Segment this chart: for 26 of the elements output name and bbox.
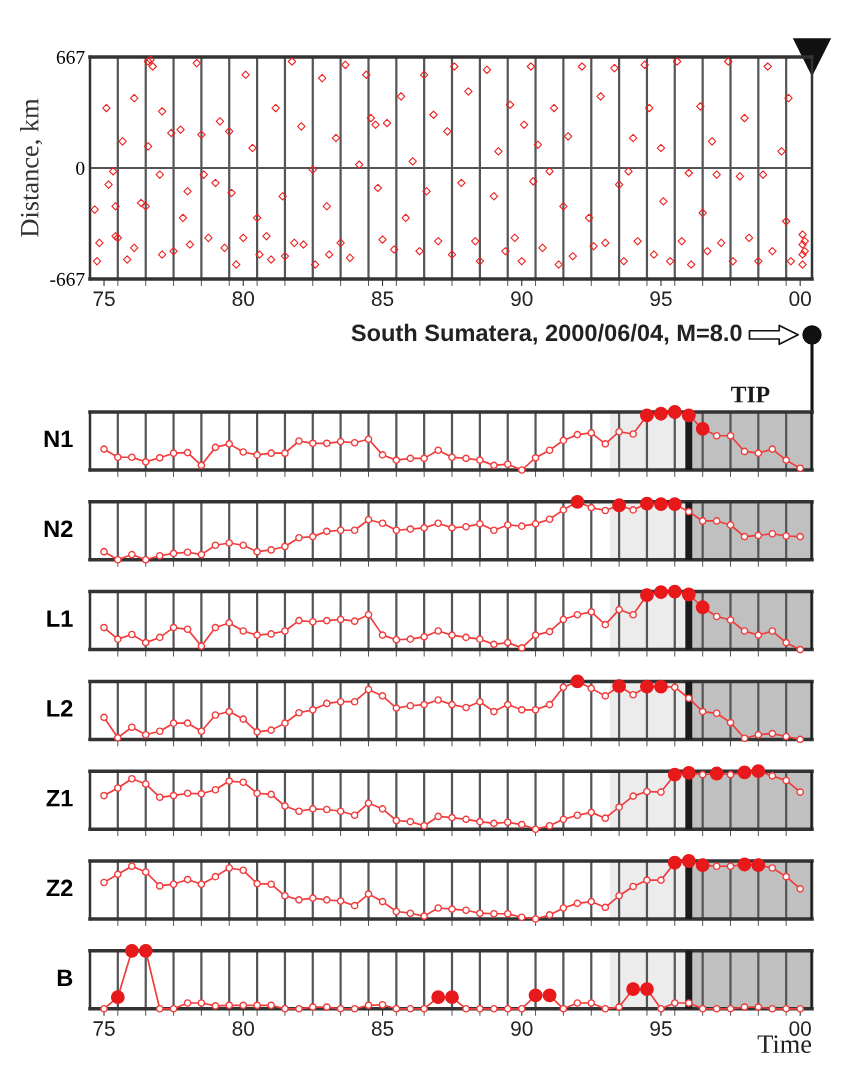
y-axis-title: N2 — [44, 520, 73, 537]
y-axis-title: Distance, km — [20, 98, 43, 237]
y-axis-title: L2 — [47, 700, 73, 717]
y-axis-title: Z1 — [46, 790, 73, 807]
x-tick-label: 85 — [371, 291, 394, 307]
y-axis-title: Z2 — [46, 879, 73, 897]
band-label: TIP — [731, 386, 770, 403]
x-axis-title: Time — [757, 1035, 812, 1054]
legend-label: South Sumatera, 2000/06/04, M=8.0 — [351, 323, 742, 345]
y-axis-title: N1 — [44, 430, 73, 448]
x-tick-label: 00 — [789, 291, 811, 307]
x-tick-label: 75 — [93, 1021, 115, 1036]
x-tick-label: 95 — [650, 1021, 672, 1036]
y-axis-title: L1 — [47, 610, 73, 627]
x-tick-label: 80 — [232, 291, 255, 307]
x-tick-label: 90 — [511, 291, 533, 307]
y-tick-label: 667 — [56, 50, 85, 64]
x-tick-label: 85 — [371, 1021, 394, 1036]
x-tick-label: 00 — [789, 1021, 811, 1036]
y-axis-title: B — [57, 969, 73, 986]
y-tick-label: 0 — [76, 161, 85, 175]
x-tick-label: 90 — [511, 1021, 533, 1036]
x-tick-label: 95 — [650, 291, 672, 307]
x-tick-label: 75 — [93, 291, 115, 307]
x-tick-label: 80 — [232, 1021, 255, 1036]
y-tick-label: -667 — [50, 272, 85, 286]
